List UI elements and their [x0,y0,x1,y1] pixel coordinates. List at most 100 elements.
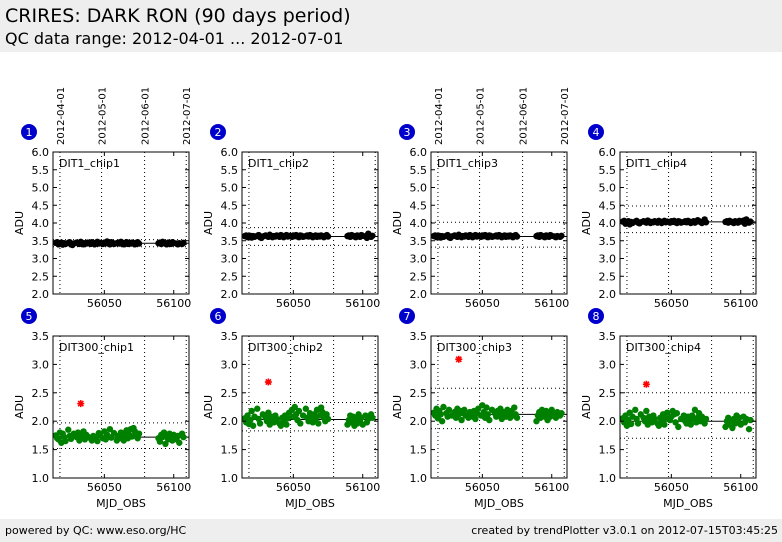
plot-2-point-55 [324,233,332,240]
plot-6-point-37 [302,405,310,412]
plot-8-xtick-label-1: 56100 [723,481,758,494]
plot-6-point-31 [291,403,298,411]
plot-1-point-55 [135,240,143,247]
plot-6-xtick-label-1: 56100 [345,481,380,494]
plot-8-point-35 [675,423,682,431]
plot-4-point-55 [702,219,710,226]
plot-8-badge-number: 8 [593,310,600,323]
plot-8-point-34 [673,410,681,417]
plot-4-ytick-label-2: 3.0 [599,253,617,266]
plot-6-point-26 [283,421,290,428]
plot-8-ytick-label-5: 3.5 [599,330,617,343]
plot-1-ytick-label-8: 6.0 [32,146,50,159]
plot-1-ytick-label-7: 5.5 [32,164,50,177]
plot-3-ytick-label-2: 3.0 [410,253,428,266]
plot-8-point-53 [702,415,710,423]
plot-3-ytick-label-0: 2.0 [410,288,428,301]
plot-6-point-27 [284,415,291,422]
plot-8-point-8 [632,406,639,414]
plot-5-point-34 [106,425,114,433]
plot-3-point-72 [558,232,565,239]
plot-6-badge [210,308,226,324]
plot-7-point-51 [511,404,518,411]
plot-8-frame [619,335,757,479]
plot-4-ytick-label-1: 2.5 [599,270,617,283]
report-footer: powered by QC: www.eso.org/HC created by… [0,519,782,542]
plot-7-ytick-label-4: 3.0 [410,358,428,371]
plot-5-xlabel: MJD_OBS [96,497,146,510]
plot-6-point-10 [256,420,264,427]
plot-5-ylabel: ADU [13,395,26,419]
plot-1-ytick-label-6: 5.0 [32,182,50,195]
plot-3-ytick-label-4: 4.0 [410,217,428,230]
plot-5-xtick-label-0: 56050 [87,481,122,494]
plot-7-badge-number: 7 [404,310,411,323]
plot-2-xtick-label-1: 56100 [345,297,380,310]
plot-5-badge [21,308,37,324]
plot-7-xlabel: MJD_OBS [474,497,524,510]
plot-6-ylabel: ADU [202,395,215,419]
plot-8-outlier-0 [642,380,650,388]
plot-7-point-70 [558,410,565,417]
plot-5-ytick-label-5: 3.5 [32,330,50,343]
plot-1-ylabel: ADU [13,211,26,235]
plot-1-date-label-3: 2012-07-01 [182,87,193,145]
plot-6-point-35 [297,420,304,427]
plot-5-outlier-0 [77,400,85,408]
plot-8-ytick-label-2: 2.0 [599,415,617,428]
plot-6-xlabel: MJD_OBS [285,497,335,510]
plot-7-series-label: DIT300_chip3 [437,341,512,354]
plot-3-ytick-label-1: 2.5 [410,270,428,283]
plot-1-xtick-label-1: 56100 [156,297,191,310]
plot-3-ylabel: ADU [391,211,404,235]
plot-7-xtick-label-1: 56100 [534,481,569,494]
plot-7-point-35 [486,416,493,424]
plot-6-series-label: DIT300_chip2 [248,341,323,354]
plot-3-date-label-0: 2012-04-01 [434,87,445,145]
plot-4-ytick-label-6: 5.0 [599,182,617,195]
plot-5-ytick-label-0: 1.0 [32,472,50,485]
page-title: CRIRES: DARK RON (90 days period) [5,5,351,27]
plot-8-point-10 [634,420,642,427]
plot-7-point-6 [438,418,446,425]
plot-6-ytick-label-4: 3.0 [221,358,239,371]
plot-3-badge-number: 3 [404,126,411,139]
plot-8-point-70 [747,416,754,424]
plot-1-date-label-0: 2012-04-01 [56,87,67,145]
plot-2-xtick-label-0: 56050 [276,297,311,310]
plot-7-point-7 [440,403,447,411]
plot-3-series-label: DIT1_chip3 [437,157,498,170]
plot-1-ytick-label-2: 3.0 [32,253,50,266]
plot-4-ytick-label-0: 2.0 [599,288,617,301]
plot-2-ytick-label-7: 5.5 [221,164,239,177]
plot-7-point-33 [483,404,490,411]
plot-3-ytick-label-7: 5.5 [410,164,428,177]
plot-2-ytick-label-0: 2.0 [221,288,239,301]
plot-4-badge [588,124,604,140]
plot-8-series-label: DIT300_chip4 [626,341,701,354]
plot-6-outlier-0 [264,378,272,386]
plot-6-point-34 [295,407,303,415]
plot-7-point-17 [458,416,465,424]
plot-3-ytick-label-3: 3.5 [410,235,428,248]
plot-6-ytick-label-1: 1.5 [221,444,239,457]
plot-4-xtick-label-1: 56100 [723,297,758,310]
plot-2-ytick-label-1: 2.5 [221,270,239,283]
plot-5-ytick-label-2: 2.0 [32,415,50,428]
plot-8-point-69 [745,425,753,433]
plot-2-point-72 [369,232,376,239]
plot-3-ytick-label-6: 5.0 [410,182,428,195]
plot-5-ytick-label-4: 3.0 [32,358,50,371]
plot-2-badge [210,124,226,140]
plot-2-ytick-label-5: 4.5 [221,199,239,212]
plot-5-point-26 [94,437,101,445]
plot-4-xtick-label-0: 56050 [654,297,689,310]
plot-4-point-72 [747,218,754,225]
plot-2-ytick-label-8: 6.0 [221,146,239,159]
plot-1-badge [21,124,37,140]
plot-4-series-label: DIT1_chip4 [626,157,687,170]
plot-6-frame [241,335,379,479]
plot-7-point-19 [461,406,468,414]
plot-7-xtick-label-0: 56050 [465,481,500,494]
